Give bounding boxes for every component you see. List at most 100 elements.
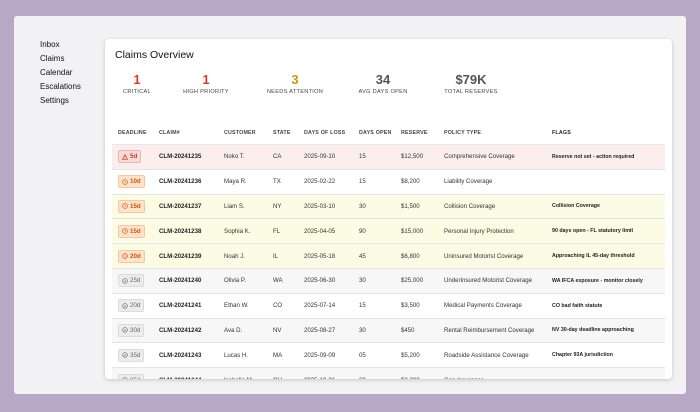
column-header-state[interactable]: STATE <box>273 129 291 136</box>
claim-number: CLM-20241239 <box>159 252 202 260</box>
deadline-badge: 30d <box>118 323 145 337</box>
table-header: DEADLINE CLAIM# CUSTOMER STATE DAYS OF L… <box>112 121 665 145</box>
table-row[interactable]: 15d CLM-20241237 Liam S. NY 2025-03-10 30 $1,5… <box>112 194 665 220</box>
deadline-badge: 5d <box>118 150 142 164</box>
state-code: IL <box>273 252 279 260</box>
deadline-badge: 10d <box>118 175 145 189</box>
reserve-amount: $8,200 <box>401 178 420 186</box>
deadline-badge: 35d <box>118 348 145 362</box>
flag-text: WA IFCA exposure - monitor closely <box>552 277 643 284</box>
deadline-text: 15d <box>130 227 141 235</box>
deadline-badge: 20d <box>118 249 145 263</box>
column-header-days-open[interactable]: DAYS OPEN <box>359 129 392 136</box>
days-open: 90 <box>359 227 366 235</box>
policy-type: Medical Payments Coverage <box>444 302 522 310</box>
claim-number: CLM-20241237 <box>159 202 202 210</box>
nav-item-claims[interactable]: Claims <box>40 54 65 63</box>
deadline-badge: 15d <box>118 224 145 238</box>
claim-number: CLM-20241243 <box>159 351 202 359</box>
deadline-badge: 15d <box>118 224 145 238</box>
column-header-policy-type[interactable]: POLICY TYPE <box>444 129 482 136</box>
deadline-text: 25d <box>130 377 140 379</box>
deadline-text: 35d <box>130 351 141 359</box>
reserve-amount: $12,500 <box>401 153 424 161</box>
days-of-loss: 2025-08-27 <box>304 326 336 334</box>
reserve-amount: $3,500 <box>401 302 420 310</box>
deadline-badge: 15d <box>118 199 145 213</box>
deadline-badge: 25d <box>118 373 145 379</box>
check-icon <box>122 327 128 334</box>
table-row[interactable]: 25d CLM-20241240 Olivia P. WA 2025-06-30 30 $2… <box>112 268 665 294</box>
customer-name: Noah J. <box>224 252 246 260</box>
stat-label: HIGH PRIORITY <box>183 89 229 95</box>
policy-type: Comprehensive Coverage <box>444 153 515 161</box>
reserve-amount: $25,000 <box>401 277 424 285</box>
state-code: CO <box>273 302 283 310</box>
table-row[interactable]: 35d CLM-20241243 Lucas H. MA 2025-09-09 05 $5,… <box>112 343 665 369</box>
claims-table: DEADLINE CLAIM# CUSTOMER STATE DAYS OF L… <box>112 121 665 379</box>
claim-number: CLM-20241244 <box>159 377 201 379</box>
nav-item-calendar[interactable]: Calendar <box>40 68 73 77</box>
check-icon <box>122 278 128 284</box>
deadline-text: 5d <box>130 153 138 161</box>
state-code: WA <box>273 277 283 285</box>
check-icon <box>122 352 128 358</box>
policy-type: Liability Coverage <box>444 178 493 186</box>
days-open: 30 <box>359 202 366 210</box>
customer-name: Lucas H. <box>224 351 249 359</box>
flag-text: Collision Coverage <box>552 203 600 210</box>
stat-needs-attention: 3 NEEDS ATTENTION <box>263 73 327 96</box>
table-row[interactable]: 25d CLM-20241244 Isabella M. OH 2025-10-21 30… <box>112 368 665 379</box>
days-of-loss: 2025-05-18 <box>304 252 336 260</box>
page-title: Claims Overview <box>115 49 194 61</box>
warning-icon <box>122 153 128 160</box>
stat-label: NEEDS ATTENTION <box>266 89 324 95</box>
customer-name: Olivia P. <box>224 277 246 285</box>
app-frame: Inbox Claims Calendar Escalations Settin… <box>14 16 686 394</box>
claim-number: CLM-20241241 <box>159 302 202 310</box>
state-code: CA <box>273 153 282 161</box>
customer-name: Liam S. <box>224 202 245 210</box>
nav-item-escalations[interactable]: Escalations <box>40 82 81 91</box>
reserve-amount: $5,200 <box>401 351 420 359</box>
table-row[interactable]: 5d CLM-20241235 Noko T. CA 2025-09-10 15 $12,5… <box>112 145 665 170</box>
table-row[interactable]: 30d CLM-20241242 Ava D. NV 2025-08-27 30 $450 R… <box>112 318 665 344</box>
deadline-badge: 20d <box>118 299 145 313</box>
days-open: 30 <box>359 277 366 285</box>
stat-high-priority: 1 HIGH PRIORITY <box>178 73 234 96</box>
state-code: TX <box>273 178 281 186</box>
customer-name: Ava D. <box>224 326 243 334</box>
claim-number: CLM-20241240 <box>159 277 202 285</box>
table-row[interactable]: 20d CLM-20241241 Ethan W. CO 2025-07-14 15 $3,… <box>112 294 665 319</box>
column-header-days-of-loss[interactable]: DAYS OF LOSS <box>304 129 346 136</box>
days-of-loss: 2025-03-10 <box>304 202 336 210</box>
stat-value: $79K <box>455 72 487 87</box>
days-open: 15 <box>359 153 366 161</box>
reserve-amount: $450 <box>401 326 415 334</box>
nav-item-inbox[interactable]: Inbox <box>40 40 60 49</box>
customer-name: Ethan W. <box>224 302 249 310</box>
column-header-reserve[interactable]: RESERVE <box>401 129 428 136</box>
table-row[interactable]: 15d CLM-20241238 Sophia K. FL 2025-04-05 90 $1… <box>112 219 665 245</box>
state-code: NV <box>273 326 282 334</box>
deadline-badge: 25d <box>118 274 145 288</box>
state-code: MA <box>273 351 283 359</box>
deadline-badge: 35d <box>118 348 145 362</box>
column-header-customer[interactable]: CUSTOMER <box>224 129 256 136</box>
state-code: OH <box>273 377 282 379</box>
flag-text: CO bad faith statute <box>552 302 603 309</box>
customer-name: Noko T. <box>224 153 245 161</box>
flag-text: Chapter 93A jurisdiction <box>552 352 614 359</box>
days-open: 15 <box>359 302 366 310</box>
column-header-flags[interactable]: FLAGS <box>552 129 571 136</box>
column-header-deadline[interactable]: DEADLINE <box>118 129 147 136</box>
nav-item-settings[interactable]: Settings <box>40 96 69 105</box>
days-of-loss: 2025-09-10 <box>304 153 336 161</box>
stat-label: TOTAL RESERVES <box>444 89 498 95</box>
stat-value: 34 <box>375 72 391 87</box>
deadline-badge: 30d <box>118 323 145 337</box>
table-row[interactable]: 10d CLM-20241236 Maya R. TX 2025-02-22 15 $8,2… <box>112 170 665 195</box>
deadline-badge: 20d <box>118 299 145 313</box>
column-header-claim[interactable]: CLAIM# <box>159 129 180 136</box>
table-row[interactable]: 20d CLM-20241239 Noah J. IL 2025-05-18 45 $6,8… <box>112 244 665 269</box>
